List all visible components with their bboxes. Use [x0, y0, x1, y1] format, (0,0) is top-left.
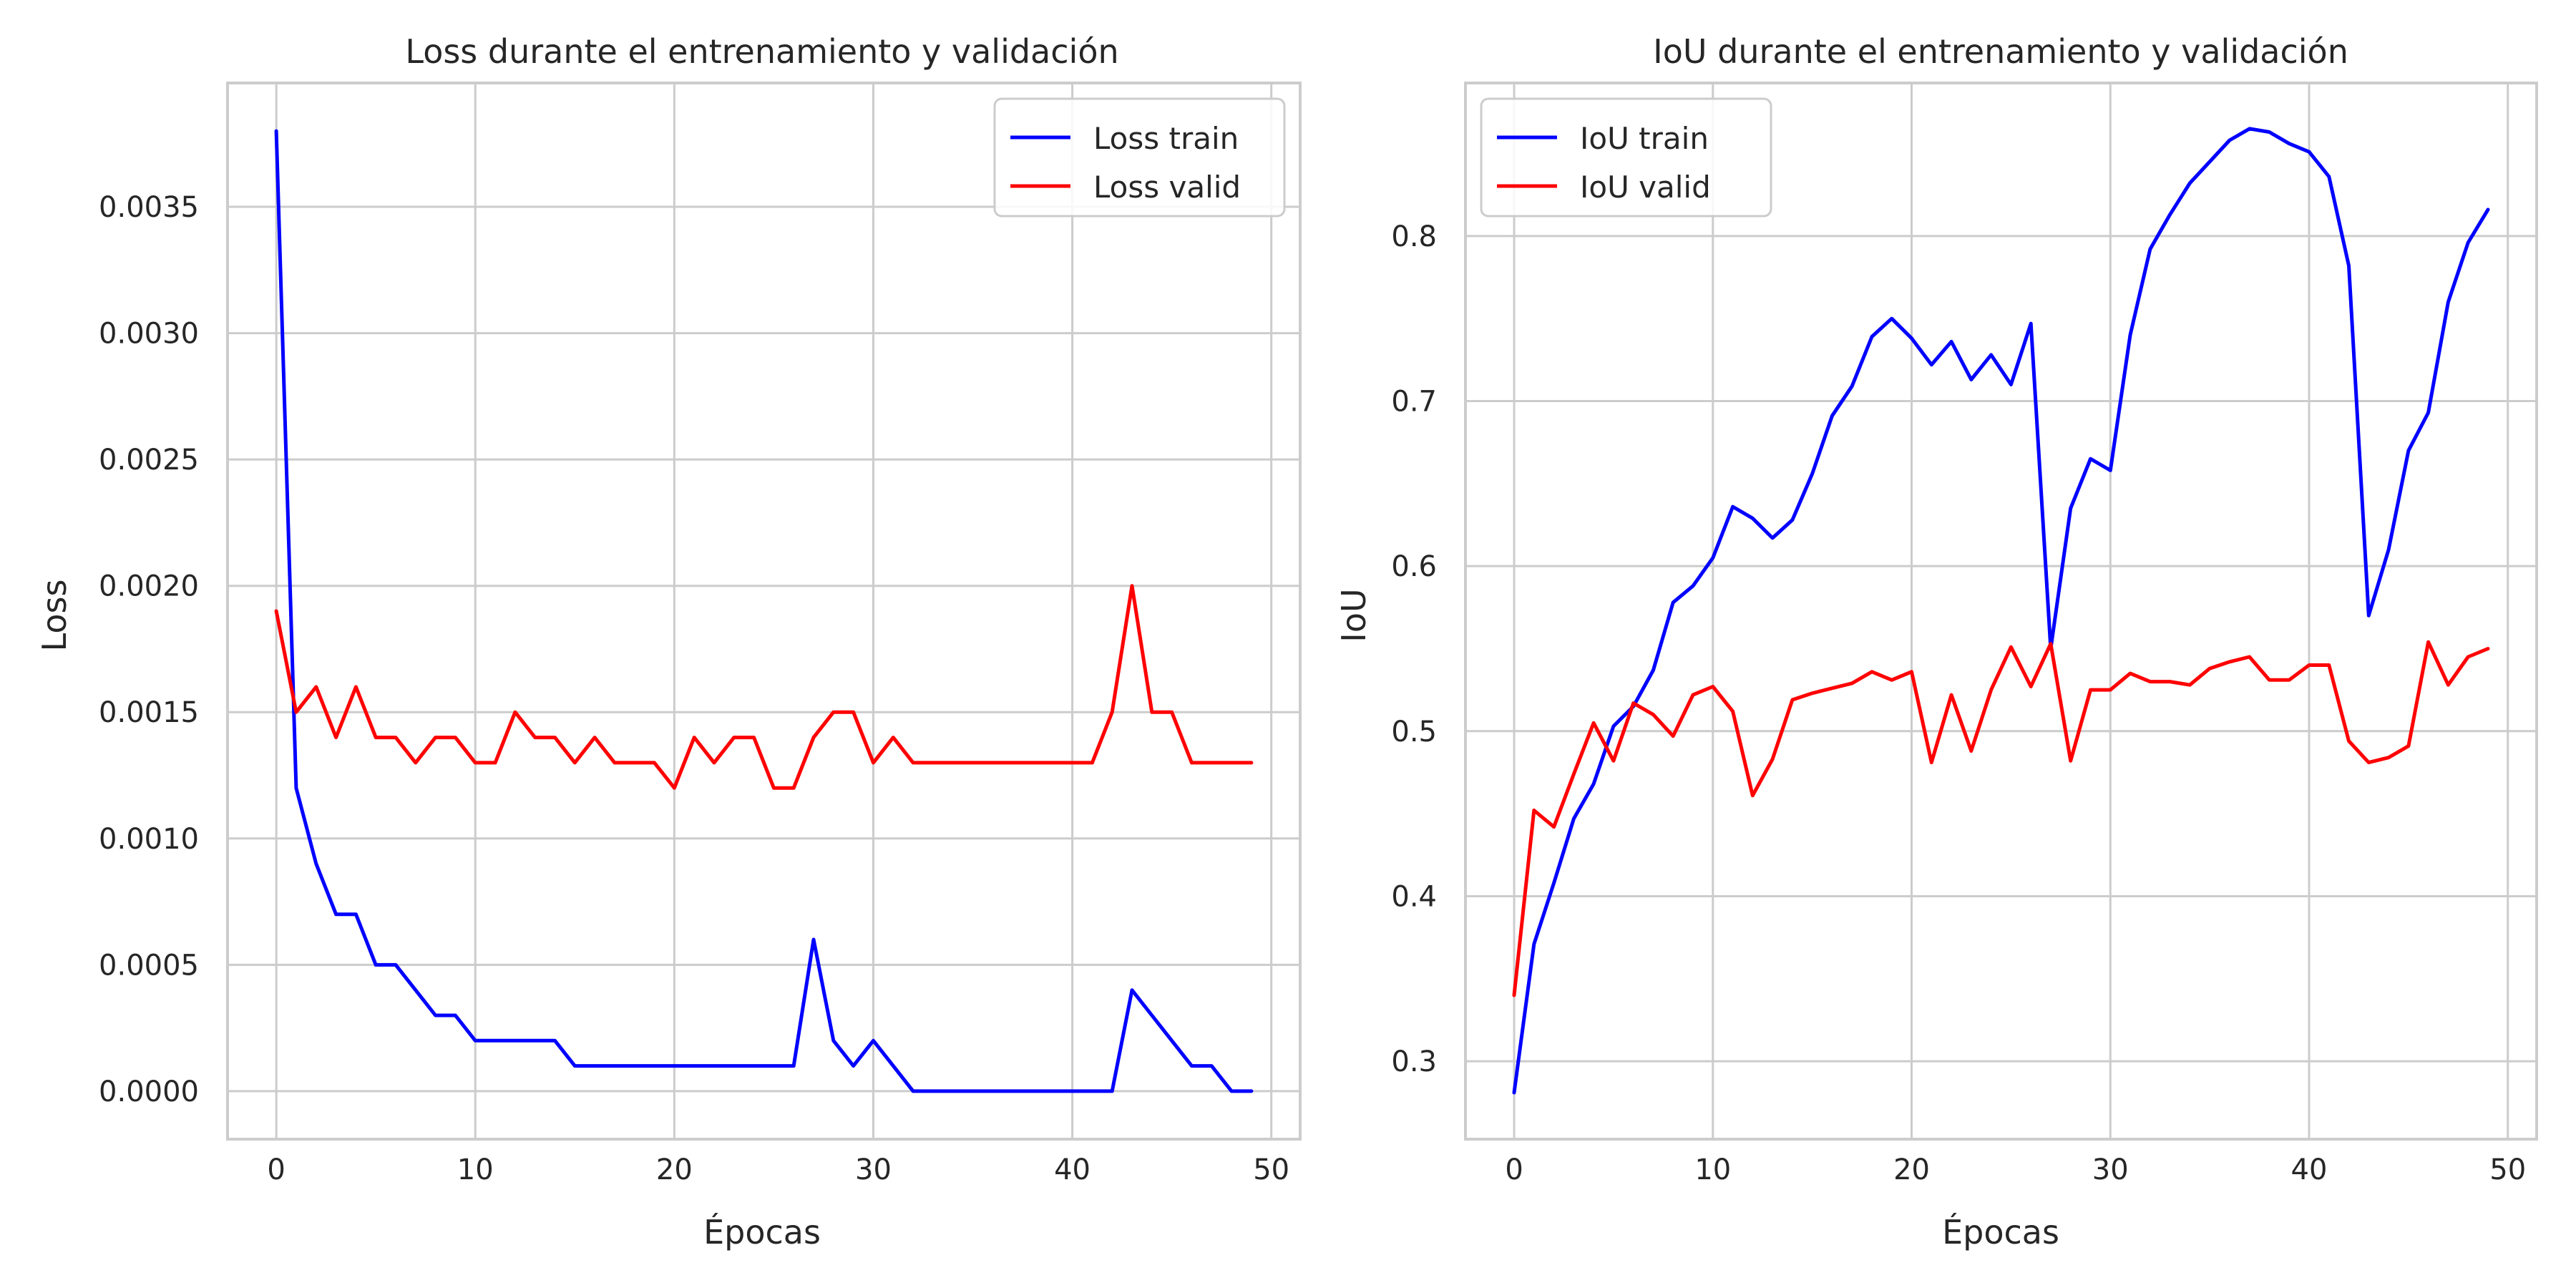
iou-grid	[1465, 83, 2537, 1139]
loss-plot-frame	[226, 82, 1302, 1141]
iou-series-line-valid	[1512, 640, 2490, 997]
loss-x-tick-label: 20	[656, 1153, 693, 1186]
iou-legend-label-train: IoU train	[1580, 121, 1709, 156]
iou-x-tick-label: 20	[1893, 1153, 1930, 1186]
iou-x-tick-label: 30	[2092, 1153, 2129, 1186]
loss-y-tick-label: 0.0025	[99, 444, 199, 477]
loss-y-tick-label: 0.0020	[99, 570, 199, 603]
iou-y-tick-label: 0.4	[1391, 880, 1437, 913]
loss-legend-label-valid: Loss valid	[1093, 170, 1241, 205]
loss-chart-title: Loss durante el entrenamiento y validaci…	[405, 32, 1118, 71]
loss-y-tick-label: 0.0015	[99, 696, 199, 729]
iou-series-line-train	[1512, 127, 2490, 1095]
loss-x-tick-label: 0	[267, 1153, 285, 1186]
iou-chart-title: IoU durante el entrenamiento y validació…	[1653, 32, 2348, 71]
iou-y-tick-label: 0.5	[1391, 716, 1437, 748]
iou-x-tick-label: 50	[2489, 1153, 2526, 1186]
iou-plot-frame	[1464, 82, 2538, 1141]
iou-legend-label-valid: IoU valid	[1580, 170, 1711, 205]
iou-chart: IoU durante el entrenamiento y validació…	[1335, 32, 2538, 1252]
loss-y-tick-label: 0.0035	[99, 191, 199, 224]
iou-y-tick-label: 0.6	[1391, 550, 1437, 583]
loss-y-axis-label: Loss	[35, 580, 74, 652]
iou-y-axis-label: IoU	[1335, 588, 1373, 642]
loss-x-axis-label: Épocas	[703, 1213, 821, 1252]
loss-chart: Loss durante el entrenamiento y validaci…	[35, 32, 1302, 1252]
loss-y-tick-label: 0.0030	[99, 318, 199, 351]
iou-x-axis-label: Épocas	[1942, 1213, 2059, 1252]
loss-legend-label-train: Loss train	[1093, 121, 1239, 156]
loss-x-tick-label: 10	[457, 1153, 494, 1186]
loss-legend: Loss train Loss valid	[993, 97, 1286, 218]
loss-y-tick-label: 0.0005	[99, 949, 199, 982]
loss-series-line-valid	[274, 584, 1254, 790]
iou-y-tick-label: 0.3	[1391, 1045, 1437, 1078]
iou-y-tick-label: 0.7	[1391, 385, 1437, 418]
iou-x-tick-label: 40	[2291, 1153, 2328, 1186]
loss-series-line-train	[274, 129, 1254, 1093]
loss-x-tick-label: 50	[1253, 1153, 1289, 1186]
iou-x-tick-label: 10	[1694, 1153, 1731, 1186]
iou-x-tick-label: 0	[1505, 1153, 1523, 1186]
iou-legend: IoU train IoU valid	[1480, 97, 1772, 218]
loss-x-tick-label: 40	[1054, 1153, 1091, 1186]
loss-y-tick-label: 0.0010	[99, 823, 199, 856]
iou-y-tick-label: 0.8	[1391, 220, 1437, 253]
loss-y-tick-label: 0.0000	[99, 1075, 199, 1108]
loss-x-tick-label: 30	[855, 1153, 892, 1186]
